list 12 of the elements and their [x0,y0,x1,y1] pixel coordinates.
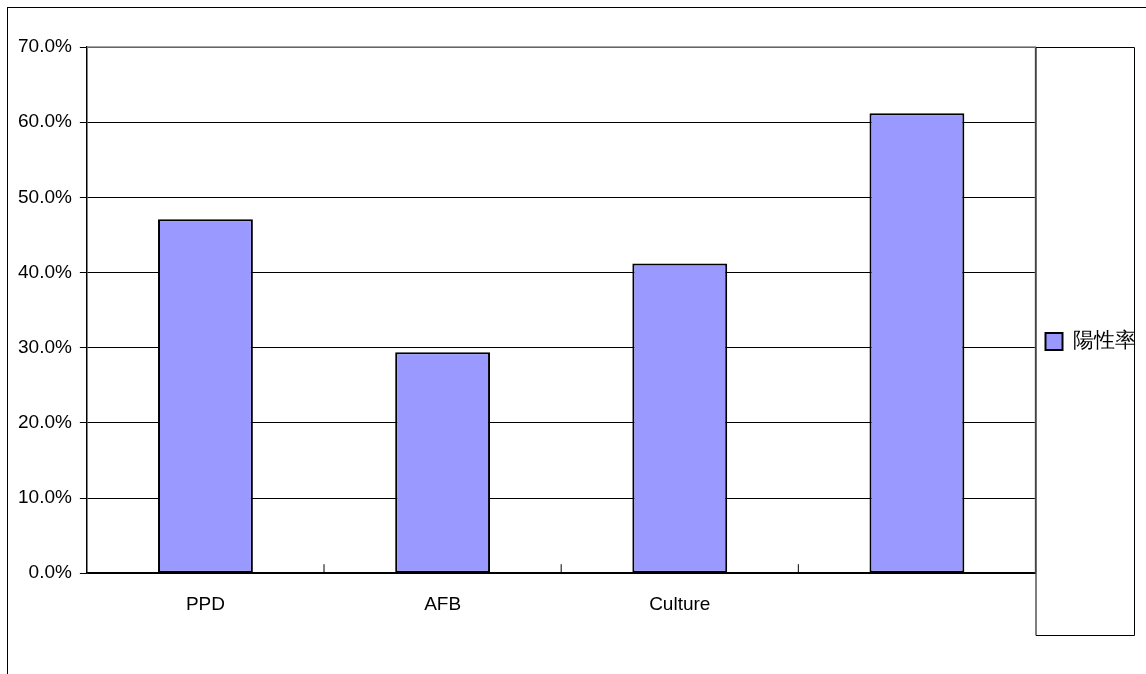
y-tick-label: 70.0% [18,35,72,57]
x-tick-label: Culture [649,592,711,614]
y-tick-label: 30.0% [18,335,72,357]
y-tick-label: 50.0% [18,185,72,207]
y-tick-label: 10.0% [18,486,72,508]
y-tick-label: 60.0% [18,110,72,132]
x-tick-label: AFB [424,592,462,614]
y-tick-label: 0.0% [28,561,72,583]
y-tick-label: 20.0% [18,411,72,433]
y-tick-label: 40.0% [18,260,72,282]
legend-label: 陽性率 [1073,328,1136,352]
x-tick-label: PPD [185,592,225,614]
